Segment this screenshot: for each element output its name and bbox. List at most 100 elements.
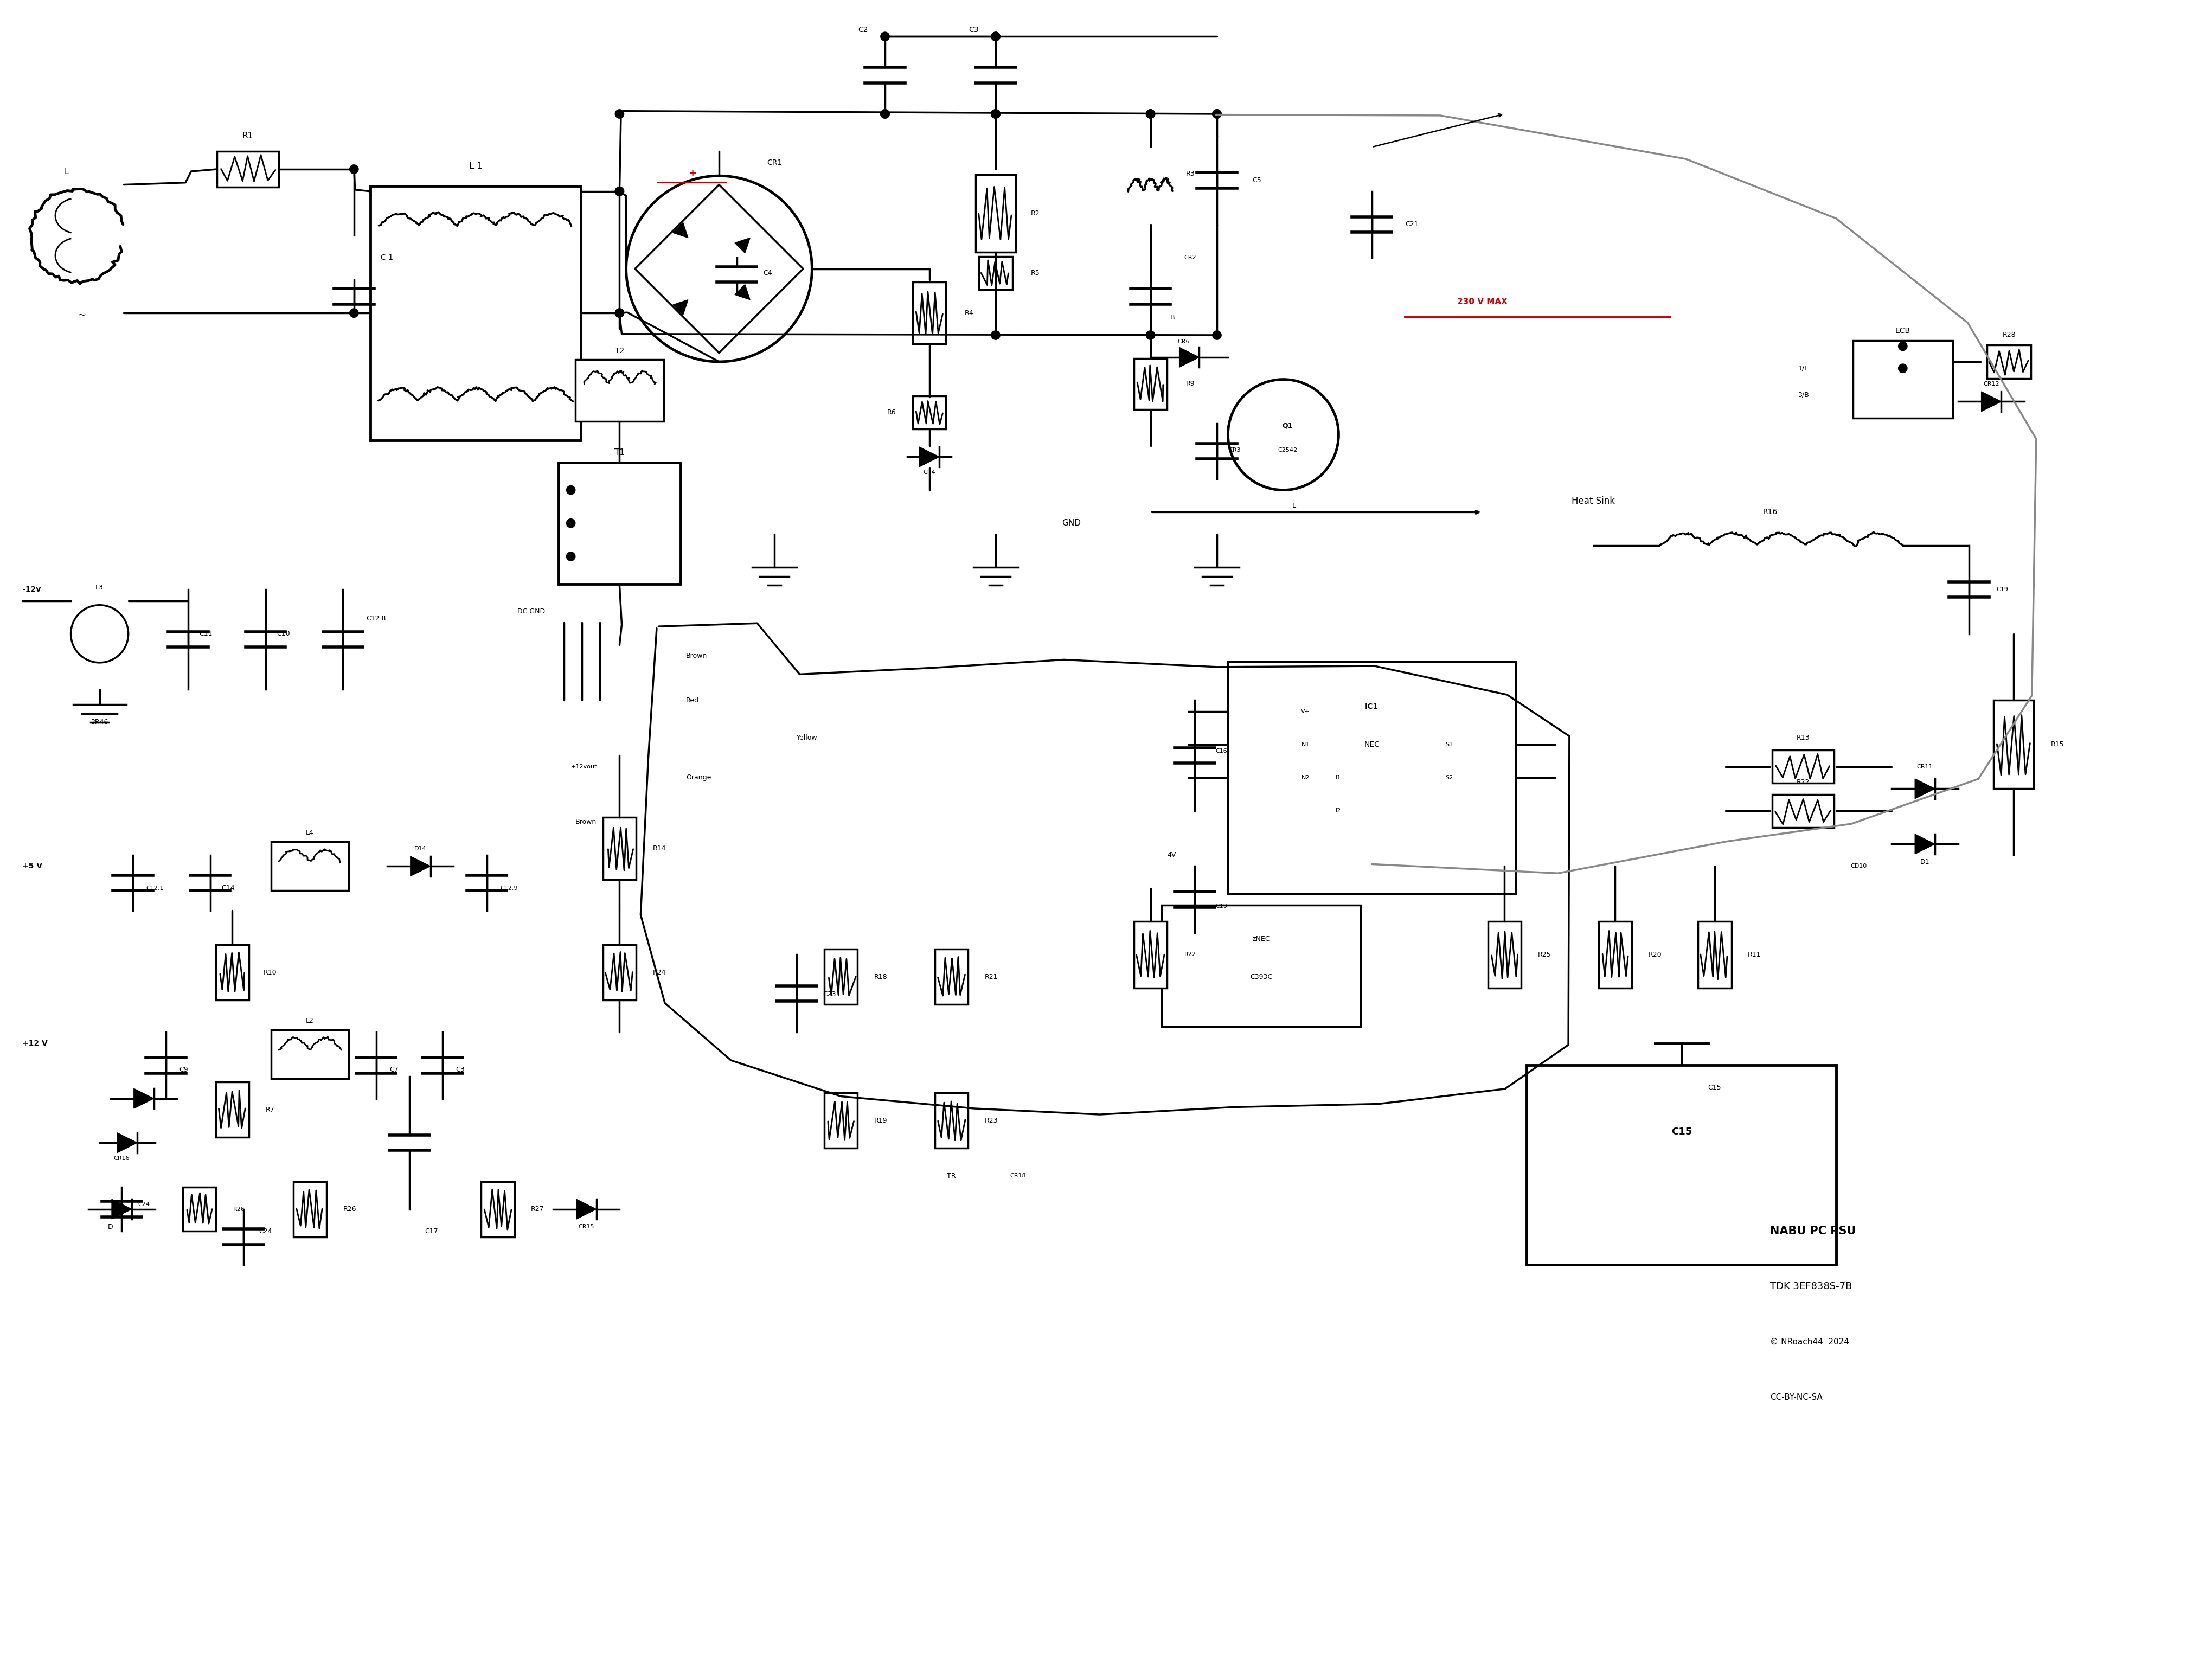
- Text: R21: R21: [984, 973, 998, 980]
- FancyBboxPatch shape: [292, 1181, 327, 1236]
- FancyBboxPatch shape: [825, 1093, 858, 1148]
- FancyBboxPatch shape: [602, 818, 637, 880]
- Circle shape: [880, 110, 889, 118]
- Circle shape: [1212, 110, 1221, 118]
- Circle shape: [615, 187, 624, 195]
- Text: CR15: CR15: [577, 1225, 595, 1230]
- Circle shape: [1146, 110, 1155, 118]
- Polygon shape: [1916, 835, 1936, 855]
- Text: TDK 3EF838S-7B: TDK 3EF838S-7B: [1770, 1281, 1851, 1291]
- FancyBboxPatch shape: [1228, 661, 1515, 895]
- Text: NEC: NEC: [1363, 741, 1380, 748]
- Text: R22: R22: [1183, 951, 1197, 958]
- Text: CR18: CR18: [1009, 1173, 1026, 1178]
- Text: C24: C24: [137, 1201, 150, 1208]
- FancyBboxPatch shape: [1161, 905, 1360, 1026]
- Text: R16: R16: [1763, 508, 1776, 516]
- Circle shape: [349, 165, 358, 173]
- Text: R23: R23: [984, 1118, 998, 1125]
- FancyBboxPatch shape: [914, 397, 947, 430]
- Text: R1: R1: [243, 132, 252, 140]
- Text: DC GND: DC GND: [518, 608, 544, 615]
- Text: B: B: [1170, 313, 1175, 322]
- Text: CR16: CR16: [113, 1156, 131, 1161]
- Text: CR2: CR2: [1183, 255, 1197, 260]
- Text: C21: C21: [1405, 222, 1418, 228]
- Text: R11: R11: [1747, 951, 1761, 958]
- Circle shape: [991, 32, 1000, 42]
- Text: +12vout: +12vout: [571, 765, 597, 770]
- Text: R4: R4: [964, 310, 973, 317]
- Text: IC1: IC1: [1365, 703, 1378, 711]
- Circle shape: [615, 187, 624, 195]
- FancyBboxPatch shape: [1489, 921, 1522, 988]
- Text: C10: C10: [276, 630, 290, 638]
- FancyBboxPatch shape: [217, 152, 279, 187]
- Text: 230 V MAX: 230 V MAX: [1458, 298, 1506, 307]
- Text: V+: V+: [1301, 708, 1310, 715]
- Text: CR11: CR11: [1916, 765, 1933, 770]
- Circle shape: [1212, 110, 1221, 118]
- FancyBboxPatch shape: [575, 360, 664, 421]
- Circle shape: [566, 485, 575, 495]
- Polygon shape: [135, 1088, 155, 1108]
- FancyBboxPatch shape: [372, 187, 582, 440]
- Polygon shape: [672, 300, 688, 315]
- Text: Brown: Brown: [575, 818, 597, 825]
- Text: R28: R28: [2002, 332, 2015, 338]
- FancyBboxPatch shape: [1854, 340, 1953, 418]
- Text: R5: R5: [1031, 270, 1040, 277]
- FancyBboxPatch shape: [975, 175, 1015, 252]
- Circle shape: [991, 32, 1000, 42]
- Text: L2: L2: [305, 1018, 314, 1025]
- FancyBboxPatch shape: [1993, 700, 2033, 788]
- Text: zNEC: zNEC: [1252, 936, 1270, 943]
- Text: I2: I2: [1336, 808, 1340, 813]
- Text: R15: R15: [2051, 741, 2064, 748]
- Text: CR4: CR4: [922, 470, 936, 475]
- Polygon shape: [734, 285, 750, 300]
- Text: C2: C2: [858, 27, 867, 33]
- Text: C17: C17: [425, 1228, 438, 1235]
- Text: D: D: [108, 1223, 113, 1231]
- Text: 1/E: 1/E: [1798, 365, 1807, 372]
- Text: CR3: CR3: [1228, 448, 1241, 453]
- Circle shape: [615, 308, 624, 318]
- Text: R27: R27: [531, 1206, 544, 1213]
- FancyBboxPatch shape: [602, 945, 637, 1000]
- Text: +5 V: +5 V: [22, 863, 42, 870]
- Circle shape: [880, 32, 889, 42]
- Circle shape: [991, 110, 1000, 118]
- Text: R14: R14: [653, 845, 666, 851]
- Text: +12 V: +12 V: [22, 1040, 46, 1046]
- Polygon shape: [672, 223, 688, 238]
- FancyBboxPatch shape: [482, 1181, 513, 1236]
- Text: C3: C3: [969, 27, 978, 33]
- Circle shape: [566, 518, 575, 528]
- Text: C24: C24: [259, 1228, 272, 1235]
- Text: C16: C16: [1214, 748, 1228, 753]
- Text: R7: R7: [265, 1106, 274, 1113]
- Text: D14: D14: [414, 846, 427, 851]
- FancyBboxPatch shape: [1135, 921, 1168, 988]
- Polygon shape: [1179, 347, 1199, 367]
- Text: C4: C4: [763, 270, 772, 277]
- FancyBboxPatch shape: [181, 1186, 217, 1231]
- Text: C393C: C393C: [1250, 973, 1272, 980]
- Text: 3/B: 3/B: [1796, 392, 1809, 398]
- Polygon shape: [1982, 392, 2002, 412]
- Text: R3: R3: [1186, 170, 1194, 177]
- Circle shape: [615, 110, 624, 118]
- Circle shape: [1212, 332, 1221, 340]
- Text: R22: R22: [1796, 778, 1809, 786]
- Circle shape: [991, 332, 1000, 340]
- Circle shape: [615, 308, 624, 318]
- Text: ECB: ECB: [1896, 327, 1909, 335]
- Text: R2: R2: [1031, 210, 1040, 217]
- FancyBboxPatch shape: [936, 1093, 969, 1148]
- Text: CD10: CD10: [1849, 863, 1867, 870]
- FancyBboxPatch shape: [1699, 921, 1732, 988]
- Text: NABU PC PSU: NABU PC PSU: [1770, 1226, 1856, 1236]
- Text: Red: Red: [686, 696, 699, 703]
- Text: C19: C19: [1995, 586, 2008, 593]
